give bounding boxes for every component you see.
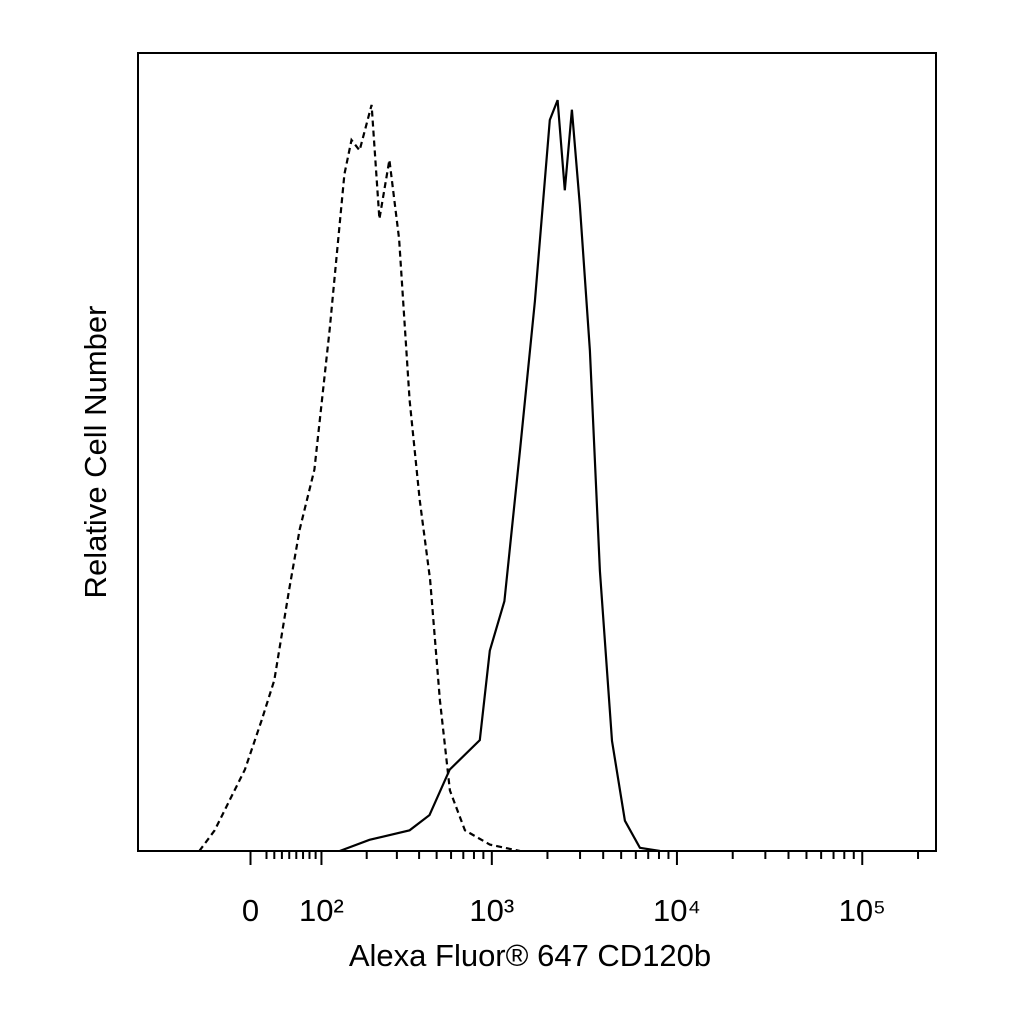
x-tick-label: 0 [242, 893, 259, 928]
x-tick-label: 10³ [469, 893, 514, 928]
x-tick-label: 10⁴ [653, 893, 701, 928]
plot-frame [137, 52, 937, 852]
histogram-line [198, 104, 521, 853]
x-tick-label: 10² [299, 893, 344, 928]
histogram-line [339, 99, 661, 853]
x-tick-label: 10⁵ [839, 893, 886, 928]
x-axis-label: Alexa Fluor® 647 CD120b [349, 938, 711, 973]
y-axis-label: Relative Cell Number [78, 306, 113, 599]
